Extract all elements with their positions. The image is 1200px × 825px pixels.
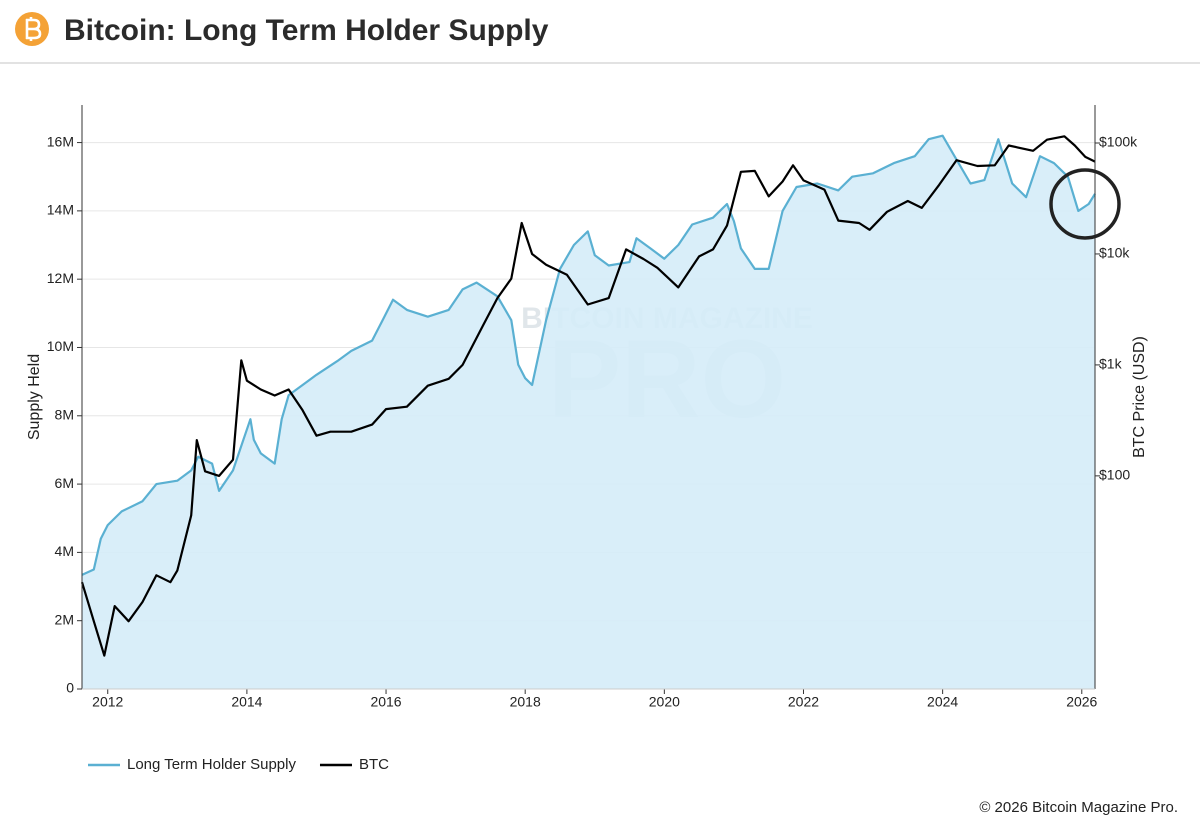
x-tick-label: 2024 [927,694,958,710]
y-tick-label: 4M [55,543,74,559]
y2-tick-label: $1k [1099,356,1123,372]
x-tick-label: 2014 [231,694,262,710]
y-tick-label: 14M [47,202,74,218]
x-tick-label: 2020 [649,694,680,710]
y-tick-label: 8M [55,406,74,422]
x-tick-label: 2016 [370,694,401,710]
x-tick-label: 2018 [510,694,541,710]
area [82,135,1095,689]
plot-area: BITCOIN MAGAZINEPRO02M4M6M8M10M12M14M16M… [47,105,1138,773]
legend-label: BTC [359,756,389,773]
page-title: Bitcoin: Long Term Holder Supply [64,14,549,47]
y-tick-label: 16M [47,133,74,149]
line [80,135,1096,657]
y-axis-label: Supply Held [26,354,43,440]
y-tick-label: 6M [55,475,74,491]
line [81,134,1096,576]
y2-tick-label: $10k [1099,245,1130,261]
y2-axis-label: BTC Price (USD) [1131,336,1148,458]
bitcoin-glyph [25,17,42,41]
x-tick-label: 2026 [1066,694,1097,710]
legend-label: Long Term Holder Supply [127,756,296,773]
copyright: © 2026 Bitcoin Magazine Pro. [979,799,1178,816]
y-tick-label: 12M [47,270,74,286]
x-tick-label: 2012 [92,694,123,710]
y-tick-label: 0 [66,680,74,696]
y-tick-label: 10M [47,338,74,354]
highlight-circle [1049,168,1121,240]
y2-tick-label: $100k [1099,134,1138,150]
y2-tick-label: $100 [1099,467,1130,483]
x-tick-label: 2022 [788,694,819,710]
y-tick-label: 2M [55,611,74,627]
